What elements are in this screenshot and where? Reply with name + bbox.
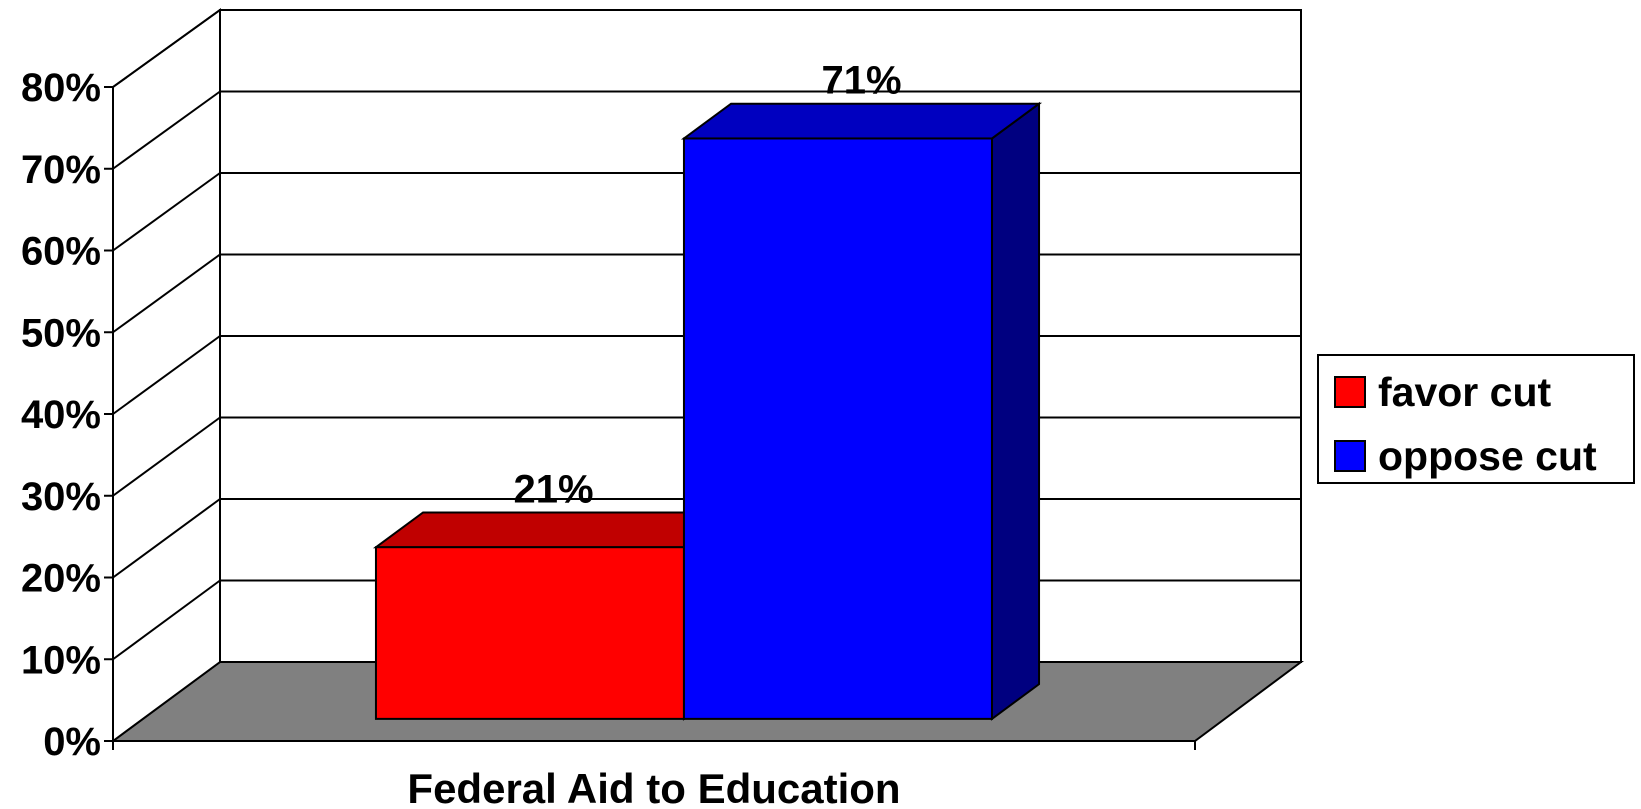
y-axis: 0% 10% 20% 30% 40% 50% 60% 70% 80% (21, 66, 1196, 764)
bar-oppose-cut (680, 101, 1043, 721)
y-tick-label: 30% (21, 475, 101, 519)
legend-box (1317, 354, 1635, 484)
y-tick-label: 0% (43, 720, 101, 764)
side-gridline (112, 335, 221, 415)
side-gridline (112, 172, 221, 252)
y-tick-label: 70% (21, 148, 101, 192)
bar-front (682, 137, 993, 720)
data-label: 21% (513, 467, 593, 511)
side-gridline (112, 416, 221, 497)
y-tick-label: 80% (21, 66, 101, 110)
bar-top (680, 102, 1043, 140)
y-tick-label: 40% (21, 393, 101, 437)
side-gridline (112, 498, 221, 579)
bar-top (372, 511, 735, 549)
data-labels: 21% 71% (513, 59, 901, 512)
bar-favor-cut (372, 510, 735, 721)
legend-swatch (1334, 440, 1366, 472)
side-gridline (112, 253, 221, 334)
x-axis: Federal Aid to Education (407, 765, 900, 809)
y-tick-label: 60% (21, 230, 101, 274)
legend-swatch (1334, 376, 1366, 408)
y-tick-label: 20% (21, 557, 101, 601)
legend-label: favor cut (1378, 369, 1551, 415)
side-gridline (112, 579, 221, 661)
side-gridline (112, 9, 221, 88)
bar-front (374, 546, 685, 720)
data-label: 71% (821, 59, 901, 103)
bars (372, 101, 1043, 721)
bar-side (990, 101, 1041, 721)
side-gridline (112, 90, 221, 170)
legend-label: oppose cut (1378, 433, 1597, 479)
y-tick-label: 50% (21, 311, 101, 355)
y-tick-label: 10% (21, 638, 101, 682)
legend: favor cut oppose cut (1317, 354, 1635, 484)
category-label: Federal Aid to Education (407, 765, 900, 809)
